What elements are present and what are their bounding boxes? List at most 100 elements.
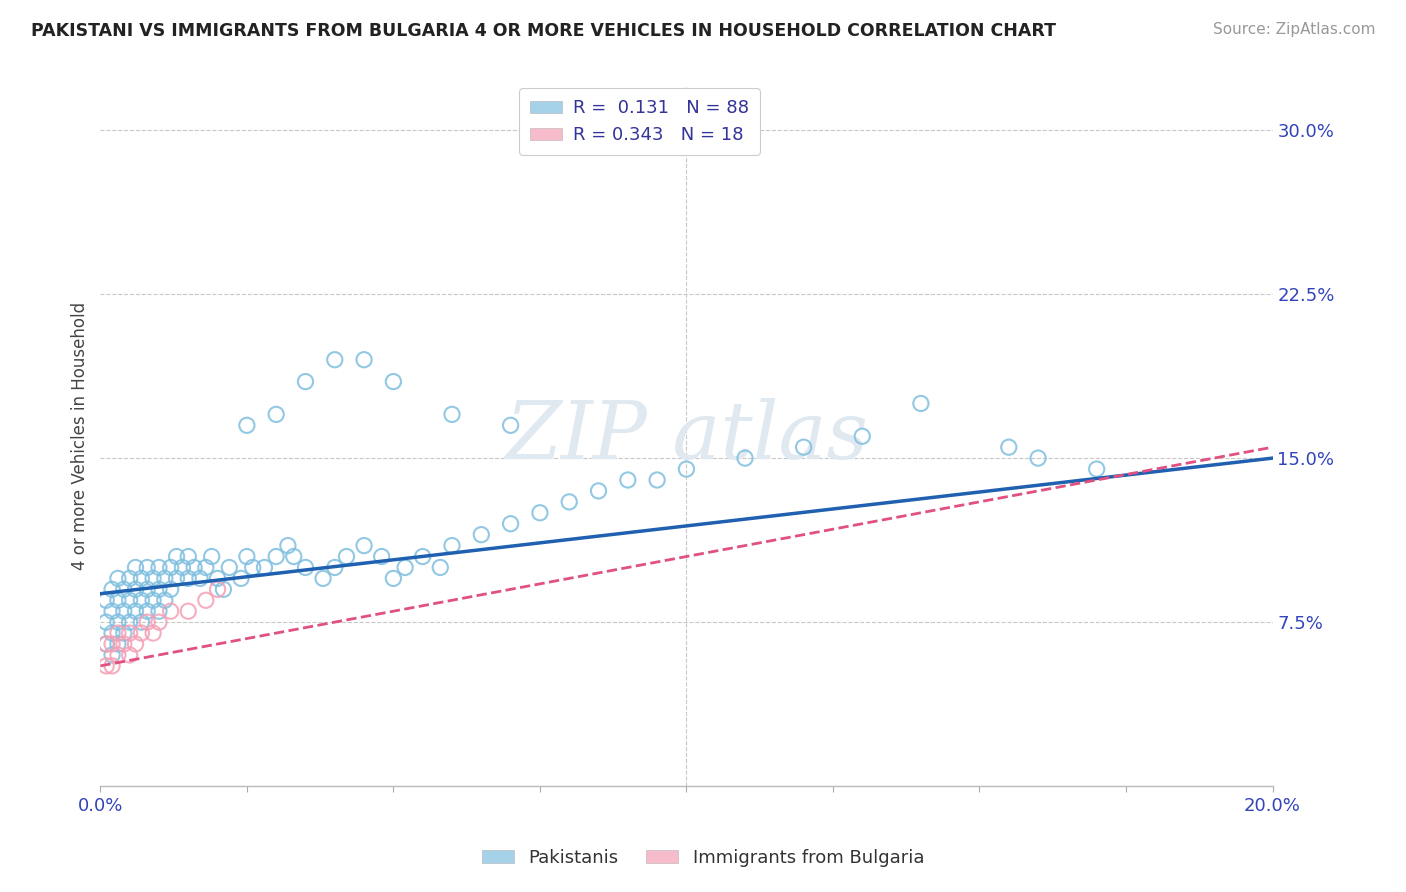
Point [734, 451, 756, 466]
Point [283, 549, 305, 564]
Y-axis label: 4 or more Vehicles in Household: 4 or more Vehicles in Household [72, 302, 89, 570]
Point [118, 648, 141, 662]
Point [242, 560, 264, 574]
Point [253, 560, 276, 574]
Point [201, 549, 224, 564]
Point [277, 539, 299, 553]
Point [588, 483, 610, 498]
Point [107, 593, 129, 607]
Point [617, 473, 640, 487]
Point [470, 527, 492, 541]
Point [142, 593, 165, 607]
Point [429, 560, 451, 574]
Legend: R =  0.131   N = 88, R = 0.343   N = 18: R = 0.131 N = 88, R = 0.343 N = 18 [519, 88, 761, 155]
Point [131, 593, 153, 607]
Point [166, 571, 188, 585]
Point [499, 516, 522, 531]
Point [529, 506, 551, 520]
Point [335, 549, 357, 564]
Point [194, 560, 217, 574]
Point [107, 648, 129, 662]
Point [148, 604, 170, 618]
Point [101, 648, 124, 662]
Point [118, 626, 141, 640]
Point [96, 593, 118, 607]
Point [1026, 451, 1049, 466]
Point [793, 440, 815, 454]
Point [118, 593, 141, 607]
Point [159, 604, 181, 618]
Point [382, 571, 405, 585]
Point [118, 615, 141, 629]
Point [264, 549, 287, 564]
Point [96, 615, 118, 629]
Point [172, 560, 194, 574]
Point [166, 549, 188, 564]
Point [353, 352, 375, 367]
Point [96, 637, 118, 651]
Point [142, 571, 165, 585]
Point [107, 626, 129, 640]
Point [177, 549, 200, 564]
Point [382, 375, 405, 389]
Point [177, 571, 200, 585]
Point [124, 560, 146, 574]
Point [101, 658, 124, 673]
Point [136, 615, 159, 629]
Point [440, 539, 463, 553]
Point [1085, 462, 1108, 476]
Point [131, 615, 153, 629]
Point [207, 582, 229, 597]
Point [188, 571, 211, 585]
Point [136, 560, 159, 574]
Point [112, 637, 135, 651]
Legend: Pakistanis, Immigrants from Bulgaria: Pakistanis, Immigrants from Bulgaria [474, 842, 932, 874]
Point [101, 626, 124, 640]
Point [159, 582, 181, 597]
Point [177, 604, 200, 618]
Point [148, 615, 170, 629]
Point [124, 637, 146, 651]
Point [323, 560, 346, 574]
Point [107, 571, 129, 585]
Point [910, 396, 932, 410]
Point [112, 626, 135, 640]
Point [153, 593, 176, 607]
Point [118, 571, 141, 585]
Point [101, 604, 124, 618]
Point [558, 495, 581, 509]
Point [107, 615, 129, 629]
Point [440, 408, 463, 422]
Point [148, 582, 170, 597]
Point [412, 549, 434, 564]
Point [353, 539, 375, 553]
Point [112, 604, 135, 618]
Point [107, 637, 129, 651]
Point [131, 571, 153, 585]
Point [142, 626, 165, 640]
Point [294, 560, 316, 574]
Text: PAKISTANI VS IMMIGRANTS FROM BULGARIA 4 OR MORE VEHICLES IN HOUSEHOLD CORRELATIO: PAKISTANI VS IMMIGRANTS FROM BULGARIA 4 … [31, 22, 1056, 40]
Point [131, 626, 153, 640]
Text: ZIP atlas: ZIP atlas [505, 398, 868, 475]
Point [101, 637, 124, 651]
Point [294, 375, 316, 389]
Point [136, 604, 159, 618]
Point [153, 571, 176, 585]
Point [323, 352, 346, 367]
Point [124, 582, 146, 597]
Point [997, 440, 1019, 454]
Point [124, 604, 146, 618]
Point [207, 571, 229, 585]
Point [645, 473, 668, 487]
Text: Source: ZipAtlas.com: Source: ZipAtlas.com [1212, 22, 1375, 37]
Point [236, 549, 259, 564]
Point [218, 560, 240, 574]
Point [370, 549, 392, 564]
Point [183, 560, 205, 574]
Point [148, 560, 170, 574]
Point [499, 418, 522, 433]
Point [112, 582, 135, 597]
Point [96, 658, 118, 673]
Point [159, 560, 181, 574]
